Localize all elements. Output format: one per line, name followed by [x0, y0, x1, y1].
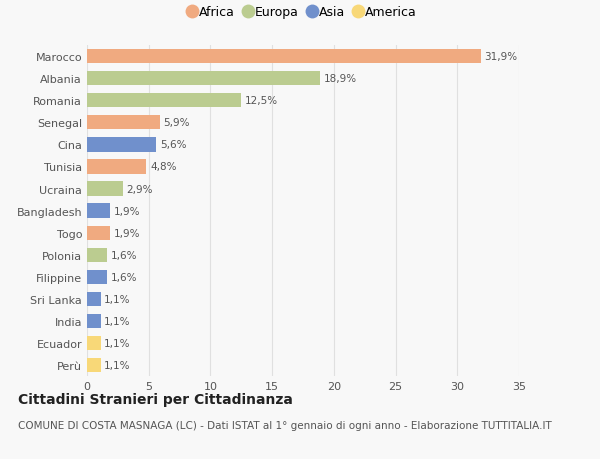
Text: 2,9%: 2,9% [127, 184, 153, 194]
Text: 4,8%: 4,8% [150, 162, 176, 172]
Text: 31,9%: 31,9% [484, 52, 518, 62]
Bar [87, 226, 110, 241]
Text: 18,9%: 18,9% [324, 74, 357, 84]
Bar [87, 314, 101, 329]
Bar [87, 248, 107, 263]
Bar [87, 116, 160, 130]
Bar [87, 336, 101, 351]
Text: 1,9%: 1,9% [114, 206, 140, 216]
Bar [87, 270, 107, 285]
Text: COMUNE DI COSTA MASNAGA (LC) - Dati ISTAT al 1° gennaio di ogni anno - Elaborazi: COMUNE DI COSTA MASNAGA (LC) - Dati ISTA… [18, 420, 552, 430]
Bar [87, 292, 101, 307]
Text: 5,9%: 5,9% [164, 118, 190, 128]
Text: 5,6%: 5,6% [160, 140, 187, 150]
Legend: Africa, Europa, Asia, America: Africa, Europa, Asia, America [184, 1, 422, 24]
Bar [87, 138, 156, 152]
Text: 1,1%: 1,1% [104, 338, 131, 348]
Bar [87, 50, 481, 64]
Bar [87, 72, 320, 86]
Bar [87, 358, 101, 373]
Text: 1,9%: 1,9% [114, 228, 140, 238]
Text: 1,1%: 1,1% [104, 294, 131, 304]
Text: 12,5%: 12,5% [245, 96, 278, 106]
Bar [87, 182, 123, 196]
Bar [87, 160, 146, 174]
Text: 1,1%: 1,1% [104, 316, 131, 326]
Bar [87, 204, 110, 218]
Text: 1,1%: 1,1% [104, 360, 131, 370]
Text: Cittadini Stranieri per Cittadinanza: Cittadini Stranieri per Cittadinanza [18, 392, 293, 406]
Bar [87, 94, 241, 108]
Text: 1,6%: 1,6% [110, 250, 137, 260]
Text: 1,6%: 1,6% [110, 272, 137, 282]
